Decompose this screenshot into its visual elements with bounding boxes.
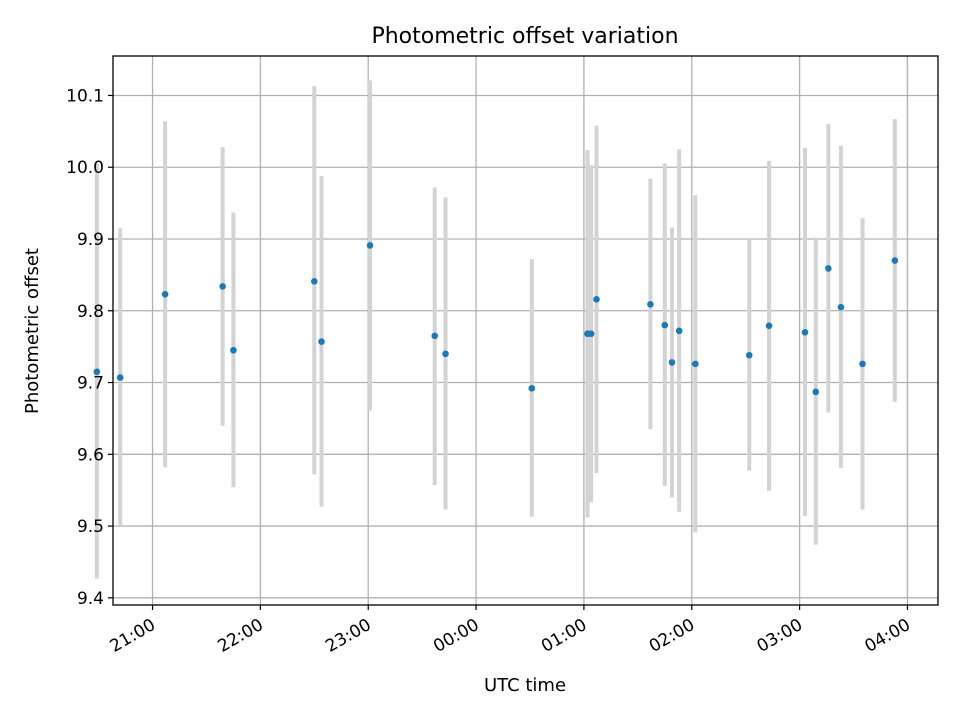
- data-point: [161, 290, 169, 298]
- data-point: [647, 301, 654, 308]
- y-tick-label: 10.1: [66, 86, 104, 106]
- data-point: [661, 321, 669, 329]
- data-point: [318, 338, 325, 345]
- data-point: [93, 368, 101, 376]
- y-tick-label: 9.9: [77, 230, 104, 250]
- y-axis-label: Photometric offset: [22, 248, 43, 414]
- y-tick-label: 9.6: [77, 445, 104, 465]
- data-point: [837, 303, 845, 311]
- data-point: [587, 330, 595, 338]
- data-point: [801, 328, 809, 336]
- data-point: [219, 283, 226, 290]
- data-point: [311, 278, 318, 285]
- data-point: [668, 359, 676, 366]
- y-tick-label: 9.4: [77, 589, 104, 609]
- data-point: [528, 384, 536, 392]
- x-axis-label: UTC time: [484, 675, 566, 696]
- data-point: [230, 346, 237, 354]
- data-point: [859, 360, 866, 368]
- data-point: [442, 350, 449, 358]
- data-point: [825, 265, 832, 272]
- data-point: [366, 242, 374, 249]
- plot-frame: [112, 55, 939, 606]
- data-point: [116, 374, 124, 381]
- data-point: [812, 388, 820, 396]
- point-layer: [93, 242, 899, 396]
- data-point: [692, 360, 699, 368]
- y-tick-label: 10.0: [66, 158, 104, 178]
- data-point: [765, 322, 773, 330]
- data-point: [431, 332, 439, 340]
- data-point: [745, 351, 753, 359]
- data-point: [593, 295, 600, 303]
- data-point: [891, 257, 899, 264]
- y-tick-label: 9.8: [77, 302, 104, 322]
- chart-title: Photometric offset variation: [371, 24, 678, 49]
- y-tick-label: 9.5: [77, 517, 104, 537]
- y-tick-label: 9.7: [77, 374, 104, 394]
- data-point: [675, 327, 683, 335]
